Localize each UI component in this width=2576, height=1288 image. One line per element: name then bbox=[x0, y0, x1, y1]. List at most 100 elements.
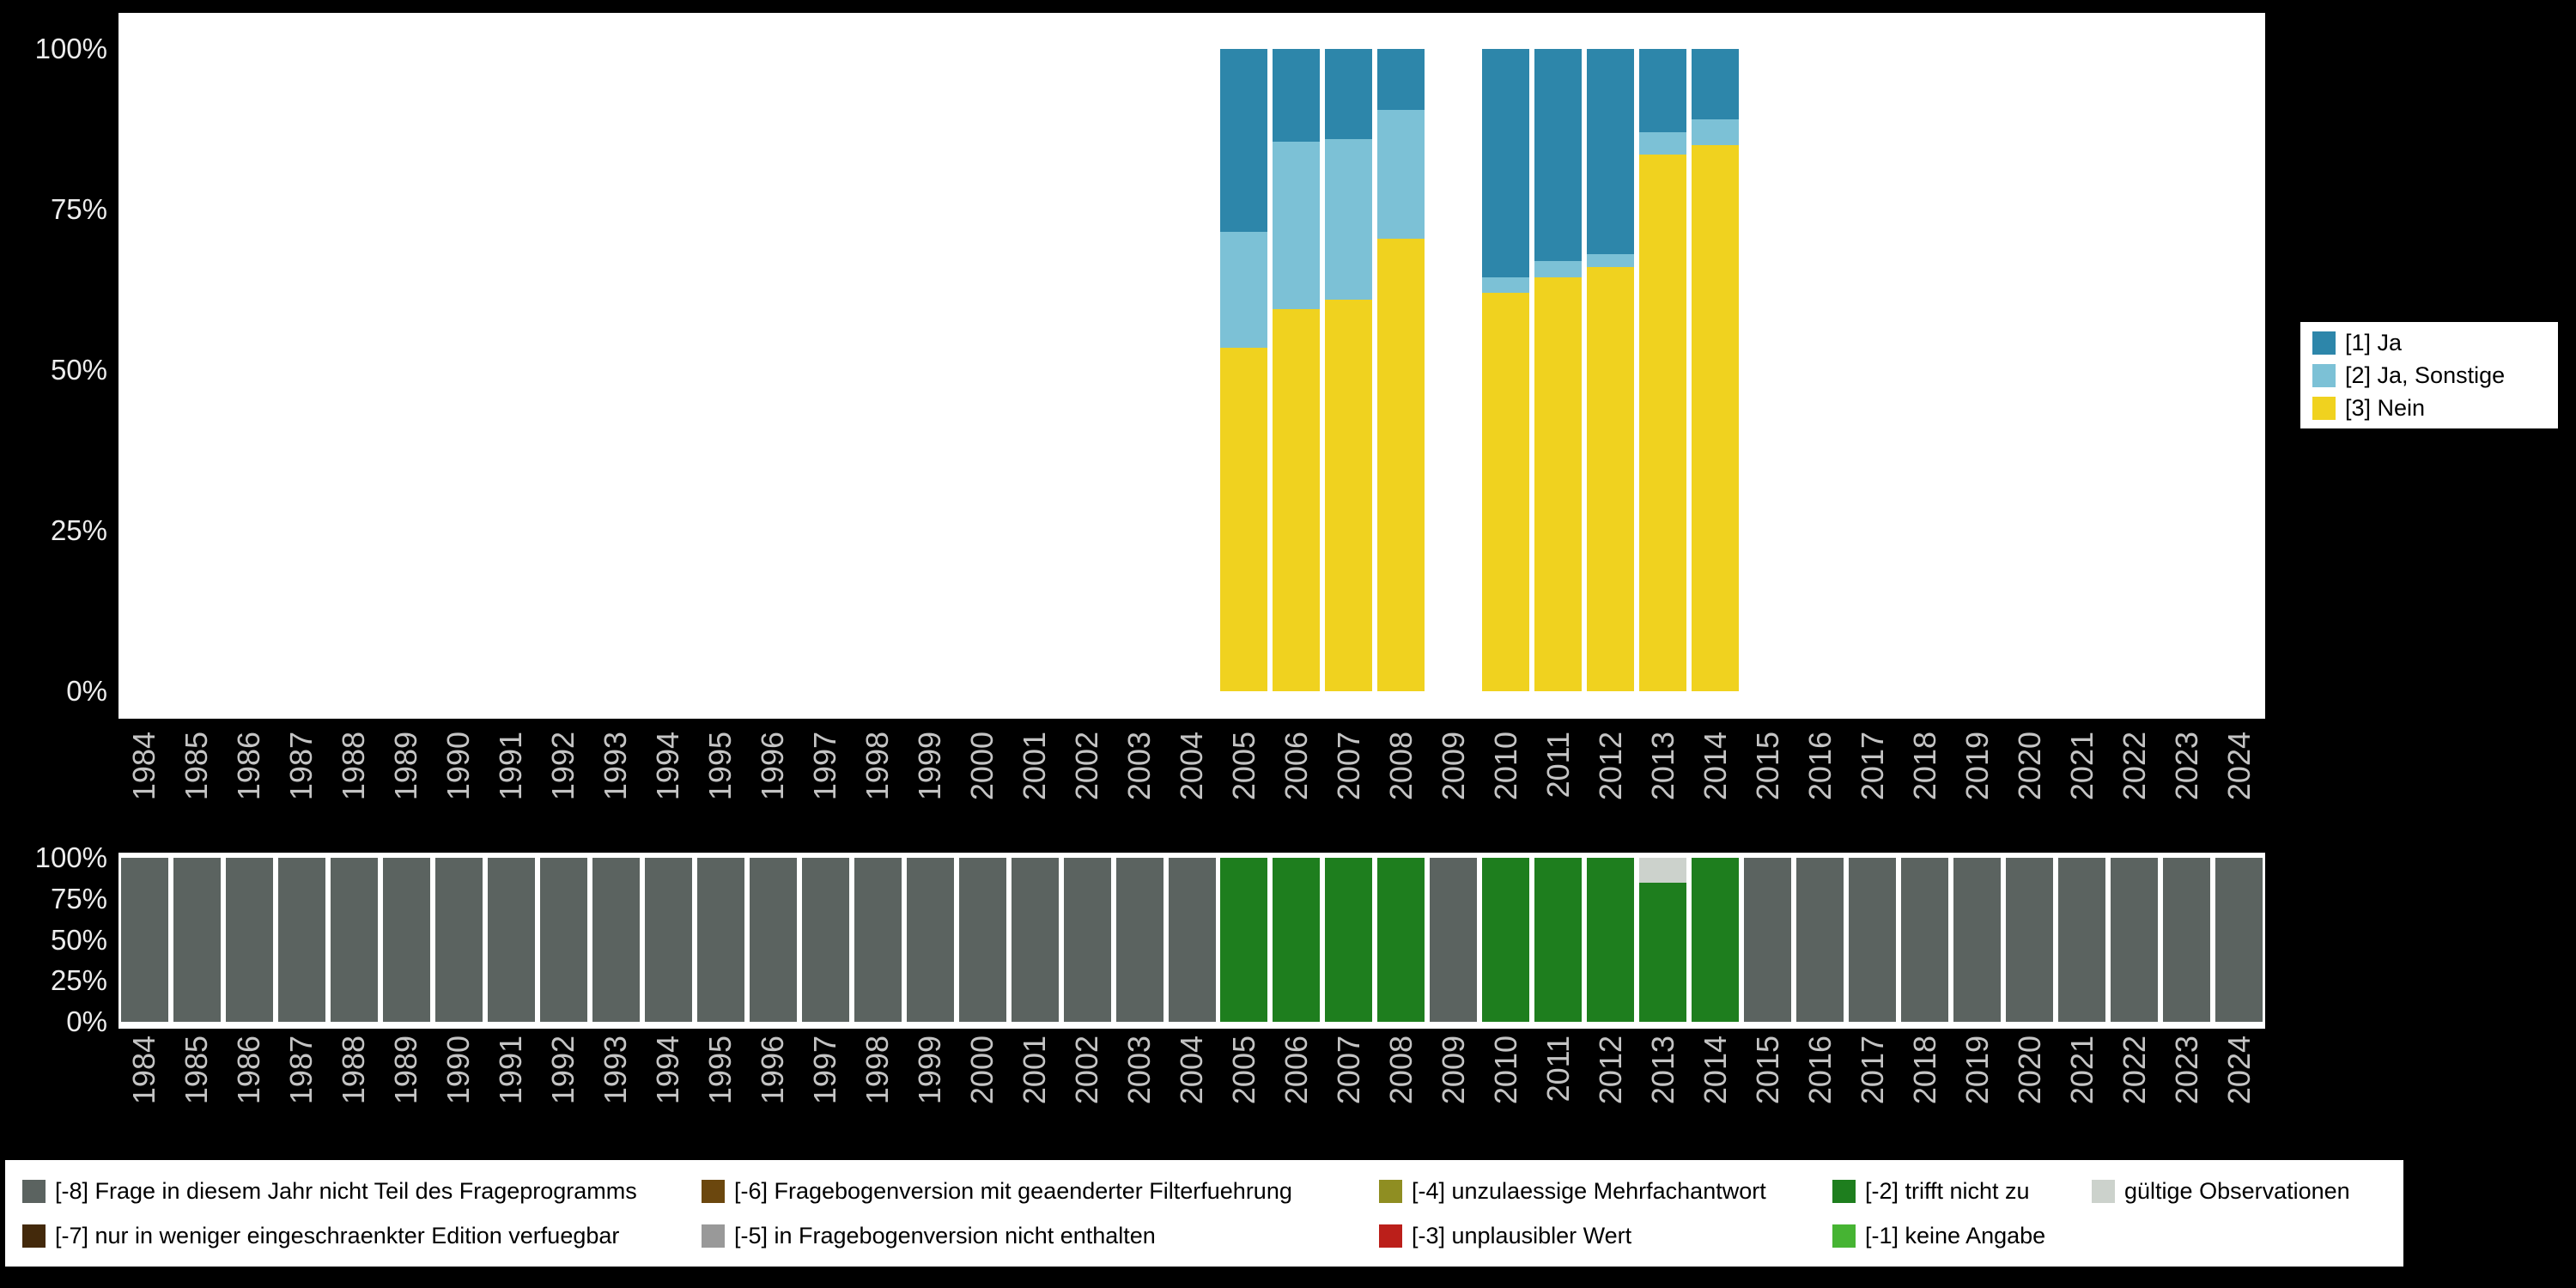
stacked-bar-2008 bbox=[1377, 49, 1425, 691]
x-axis-year-label: 2019 bbox=[1959, 732, 1995, 801]
x-axis-year-label: 1999 bbox=[912, 1036, 948, 1105]
stacked-bar-2018 bbox=[1901, 858, 1949, 1022]
x-axis-year-label: 2014 bbox=[1697, 1036, 1733, 1105]
x-axis-year-label: 2011 bbox=[1540, 1036, 1576, 1103]
y-axis-tick-label: 25% bbox=[50, 514, 107, 546]
bar-segment bbox=[1377, 238, 1425, 691]
stacked-bar-2012 bbox=[1587, 49, 1635, 691]
x-axis-year-label: 2006 bbox=[1278, 1036, 1314, 1105]
legend-item-minus1: [-1] keine Angabe bbox=[1832, 1223, 2092, 1249]
x-axis-year-label: 1998 bbox=[860, 732, 896, 801]
x-axis-year-label: 1988 bbox=[336, 1036, 372, 1105]
legend-item-nein: [3] Nein bbox=[2312, 395, 2546, 422]
x-axis-year-label: 1991 bbox=[493, 1036, 529, 1105]
x-axis-year-label: 1995 bbox=[702, 1036, 738, 1105]
x-axis-year-label: 2010 bbox=[1487, 732, 1523, 801]
x-axis-year-label: 2018 bbox=[1906, 1036, 1942, 1105]
legend-label-minus8: [-8] Frage in diesem Jahr nicht Teil des… bbox=[55, 1177, 637, 1204]
bar-segment bbox=[1587, 267, 1635, 691]
stacked-bar-1991 bbox=[487, 858, 535, 1022]
bar-segment bbox=[1482, 293, 1530, 691]
x-axis-year-label: 1990 bbox=[440, 732, 477, 801]
answer-categories-legend: [1] Ja [2] Ja, Sonstige [3] Nein bbox=[2300, 322, 2558, 428]
bar-segment bbox=[1953, 858, 2002, 1022]
bar-segment bbox=[2163, 858, 2211, 1022]
stacked-bar-2013 bbox=[1639, 49, 1687, 691]
stacked-bar-2014 bbox=[1692, 858, 1740, 1022]
x-axis-year-label: 2020 bbox=[2011, 732, 2047, 801]
stacked-bar-2021 bbox=[2058, 858, 2106, 1022]
valid-answers-plot-area bbox=[118, 13, 2265, 719]
bar-segment bbox=[1482, 49, 1530, 277]
x-axis-year-label: 2011 bbox=[1540, 732, 1576, 799]
bar-segment bbox=[2058, 858, 2106, 1022]
bar-segment bbox=[1325, 858, 1373, 1022]
x-axis-year-label: 2017 bbox=[1854, 1036, 1890, 1105]
legend-label-minus3: [-3] unplausibler Wert bbox=[1412, 1222, 1632, 1249]
x-axis-year-label: 2009 bbox=[1435, 732, 1471, 801]
stacked-bar-2019 bbox=[1953, 858, 2002, 1022]
x-axis-year-label: 2010 bbox=[1487, 1036, 1523, 1105]
stacked-bar-2008 bbox=[1377, 858, 1425, 1022]
x-axis-year-label: 2022 bbox=[2116, 732, 2152, 801]
stacked-bar-2005 bbox=[1220, 858, 1268, 1022]
bar-segment bbox=[1273, 49, 1321, 143]
y-axis-tick-label: 100% bbox=[34, 841, 107, 873]
bar-segment bbox=[225, 858, 273, 1022]
bar-segment bbox=[592, 858, 640, 1022]
legend-item-minus4: [-4] unzulaessige Mehrfachantwort bbox=[1379, 1178, 1832, 1205]
x-axis-year-label: 2022 bbox=[2116, 1036, 2152, 1105]
x-axis-year-label: 2024 bbox=[2221, 1036, 2257, 1105]
x-axis-year-label: 2001 bbox=[1017, 732, 1053, 801]
bar-segment bbox=[1744, 858, 1792, 1022]
stacked-bar-2023 bbox=[2163, 858, 2211, 1022]
legend-swatch-ja bbox=[2312, 331, 2336, 355]
bar-segment bbox=[1273, 142, 1321, 309]
x-axis-year-label: 2023 bbox=[2168, 1036, 2204, 1105]
x-axis-year-label: 2020 bbox=[2011, 1036, 2047, 1105]
bar-segment bbox=[1220, 49, 1268, 233]
legend-label-nein: [3] Nein bbox=[2345, 394, 2426, 421]
y-axis-tick-label: 75% bbox=[50, 193, 107, 225]
legend-item-minus3: [-3] unplausibler Wert bbox=[1379, 1223, 1832, 1249]
stacked-bar-2010 bbox=[1482, 858, 1530, 1022]
x-axis-year-label: 1997 bbox=[807, 1036, 843, 1105]
stacked-bar-1992 bbox=[539, 858, 587, 1022]
x-axis-year-label: 1994 bbox=[650, 732, 686, 801]
x-axis-year-label: 1986 bbox=[231, 732, 267, 801]
bar-segment bbox=[1692, 145, 1740, 691]
x-axis-year-label: 2023 bbox=[2168, 732, 2204, 801]
stacked-bar-1996 bbox=[749, 858, 797, 1022]
stacked-bar-2006 bbox=[1273, 858, 1321, 1022]
legend-label-ja-sonstige: [2] Ja, Sonstige bbox=[2345, 361, 2506, 388]
bar-segment bbox=[1639, 882, 1687, 1022]
x-axis-year-label: 1997 bbox=[807, 732, 843, 801]
legend-label-minus7: [-7] nur in weniger eingeschraenkter Edi… bbox=[55, 1222, 620, 1249]
bar-segment bbox=[1063, 858, 1111, 1022]
bar-segment bbox=[1011, 858, 1059, 1022]
legend-swatch-nein bbox=[2312, 396, 2336, 420]
x-axis-year-label: 2000 bbox=[964, 732, 1000, 801]
x-axis-year-label: 1992 bbox=[545, 1036, 581, 1105]
x-axis-year-label: 2001 bbox=[1017, 1036, 1053, 1105]
x-axis-year-label: 1988 bbox=[336, 732, 372, 801]
stacked-bar-2016 bbox=[1796, 858, 1844, 1022]
y-axis-tick-label: 25% bbox=[50, 964, 107, 997]
legend-swatch-minus1 bbox=[1832, 1224, 1856, 1248]
legend-label-gueltige: gültige Observationen bbox=[2124, 1177, 2350, 1204]
stacked-bar-2011 bbox=[1534, 49, 1583, 691]
x-axis-year-label: 1995 bbox=[702, 732, 738, 801]
x-axis-year-label: 2009 bbox=[1435, 1036, 1471, 1105]
x-axis-year-label: 1994 bbox=[650, 1036, 686, 1105]
bar-segment bbox=[173, 858, 221, 1022]
stacked-bar-2022 bbox=[2111, 858, 2159, 1022]
stacked-bar-2011 bbox=[1534, 858, 1583, 1022]
x-axis-year-label: 1985 bbox=[179, 732, 215, 801]
stacked-bar-2010 bbox=[1482, 49, 1530, 691]
bar-segment bbox=[1639, 858, 1687, 883]
bar-segment bbox=[1325, 138, 1373, 300]
bar-segment bbox=[1796, 858, 1844, 1022]
bar-segment bbox=[1325, 49, 1373, 139]
legend-swatch-minus5 bbox=[702, 1224, 725, 1248]
bar-segment bbox=[1587, 49, 1635, 255]
